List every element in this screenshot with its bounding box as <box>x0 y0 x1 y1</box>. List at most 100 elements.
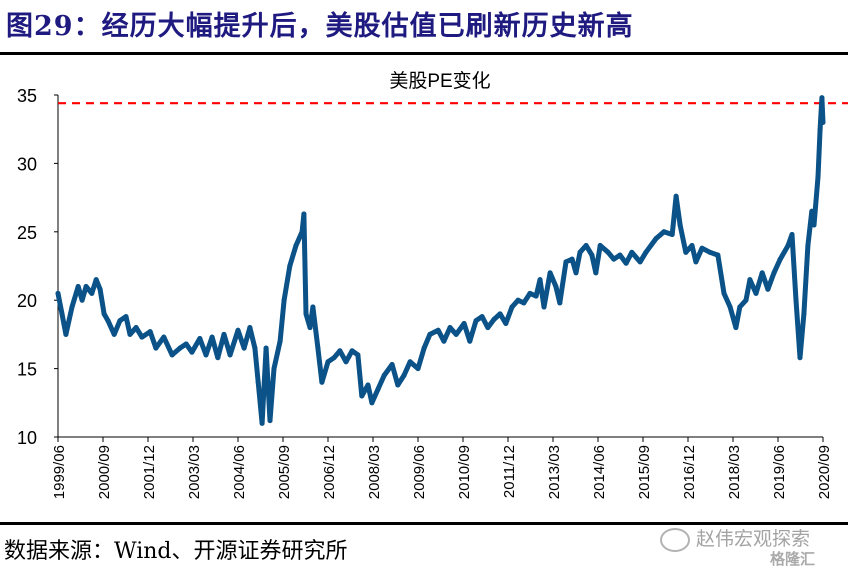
pe-data-point <box>577 249 583 255</box>
pe-data-point <box>203 352 209 358</box>
pe-data-point <box>485 325 491 331</box>
pe-data-point <box>743 297 749 303</box>
pe-data-point <box>637 259 643 265</box>
pe-data-point <box>653 236 659 242</box>
pe-data-point <box>811 222 817 228</box>
pe-data-point <box>343 359 349 365</box>
x-tick-label: 2011/12 <box>501 445 518 498</box>
x-tick-label: 2020/09 <box>816 445 833 499</box>
pe-data-point <box>293 242 299 248</box>
pe-data-point <box>55 290 61 296</box>
y-tick-label: 10 <box>17 428 37 448</box>
pe-data-point <box>310 304 316 310</box>
pe-data-point <box>197 336 203 342</box>
y-tick-label: 20 <box>17 291 37 311</box>
x-tick-label: 2010/09 <box>456 445 473 499</box>
pe-data-point <box>271 366 277 372</box>
pe-data-point <box>777 256 783 262</box>
pe-data-point <box>421 345 427 351</box>
pe-data-point <box>349 348 355 354</box>
plot-area <box>55 95 848 426</box>
axes: 10 15 20 25 30 35 1999/06 2000/09 2001/12 2003/03… <box>17 86 833 499</box>
pe-data-point <box>365 382 371 388</box>
pe-data-point <box>629 249 635 255</box>
pe-data-point <box>753 290 759 296</box>
pe-data-point <box>573 270 579 276</box>
watermark: 赵伟宏观探索 <box>660 524 810 552</box>
pe-data-point <box>123 314 129 320</box>
pe-data-point <box>547 270 553 276</box>
x-tick-label: 2014/06 <box>591 445 608 499</box>
pe-data-point <box>177 345 183 351</box>
pe-data-point <box>747 277 753 283</box>
pe-data-point <box>303 311 309 317</box>
pe-data-point <box>105 318 111 324</box>
pe-data-point <box>541 304 547 310</box>
pe-data-point <box>395 382 401 388</box>
pe-data-point <box>643 249 649 255</box>
pe-data-point <box>337 348 343 354</box>
pe-data-point <box>277 338 283 344</box>
pe-data-point <box>733 325 739 331</box>
pe-data-point <box>553 284 559 290</box>
pe-data-point <box>673 193 679 199</box>
pe-data-point <box>623 260 629 266</box>
pe-data-point <box>267 418 273 424</box>
pe-data-point <box>215 355 221 361</box>
pe-data-point <box>801 311 807 317</box>
pe-data-point <box>617 252 623 258</box>
pe-data-point <box>319 379 325 385</box>
pe-data-point <box>355 352 361 358</box>
pe-data-point <box>93 277 99 283</box>
y-tick-label: 15 <box>17 360 37 380</box>
pe-data-point <box>375 386 381 392</box>
pe-data-point <box>247 325 253 331</box>
pe-data-point <box>263 345 269 351</box>
pe-data-point <box>563 259 569 265</box>
pe-data-point <box>683 249 689 255</box>
pe-data-point <box>325 359 331 365</box>
pe-data-point <box>817 126 823 132</box>
pe-data-point <box>765 286 771 292</box>
pe-data-point <box>593 270 599 276</box>
pe-data-point <box>509 304 515 310</box>
pe-data-point <box>331 355 337 361</box>
pe-data-point <box>819 95 825 101</box>
pe-data-point <box>503 320 509 326</box>
pe-data-point <box>307 325 313 331</box>
pe-data-point <box>527 290 533 296</box>
title-divider <box>0 52 848 55</box>
pe-data-point <box>537 277 543 283</box>
pe-data-point <box>209 334 215 340</box>
pe-data-point <box>589 252 595 258</box>
x-tick-label: 2001/12 <box>141 445 158 499</box>
pe-data-point <box>183 341 189 347</box>
pe-data-point <box>815 174 821 180</box>
pe-data-point <box>447 325 453 331</box>
pe-data-point <box>69 304 75 310</box>
x-tick-label: 2003/03 <box>186 445 203 499</box>
pe-data-point <box>597 242 603 248</box>
pe-data-point <box>287 263 293 269</box>
pe-data-point <box>699 245 705 251</box>
pe-data-point <box>97 286 103 292</box>
pe-data-point <box>153 345 159 351</box>
pe-data-point <box>221 331 227 337</box>
pe-data-point <box>605 249 611 255</box>
pe-data-point <box>117 318 123 324</box>
pe-data-point <box>689 242 695 248</box>
pe-data-point <box>693 259 699 265</box>
pe-data-point <box>127 331 133 337</box>
pe-data-point <box>453 331 459 337</box>
pe-data-point <box>435 327 441 333</box>
pe-data-point <box>259 420 265 426</box>
pe-data-point <box>820 119 826 125</box>
pe-data-point <box>227 352 233 358</box>
pe-data-point <box>59 311 65 317</box>
pe-data-point <box>235 327 241 333</box>
x-tick-label: 2006/12 <box>321 445 338 499</box>
pe-data-point <box>721 290 727 296</box>
pe-data-point <box>147 329 153 335</box>
pe-data-point <box>301 211 307 217</box>
wechat-icon <box>660 527 690 552</box>
